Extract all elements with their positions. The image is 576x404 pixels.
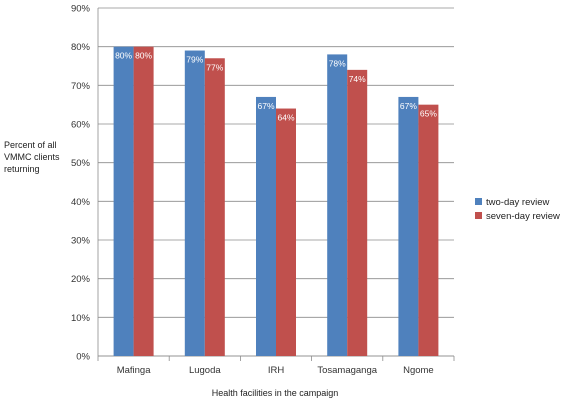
bar-value-label: 64% <box>277 113 294 123</box>
y-tick-label: 50% <box>71 158 91 169</box>
legend: two-day review seven-day review <box>475 197 560 222</box>
axes: 0% 10% 20% 30% 40% 50% 60% 70% 80% 90% Mafinga Lugo… <box>71 4 455 376</box>
y-axis-title-line-2: VMMC clients <box>4 152 60 162</box>
y-tick-label: 70% <box>71 81 91 92</box>
bar-seven-day <box>276 108 296 357</box>
bar-value-label: 80% <box>135 51 152 61</box>
y-tick-label: 90% <box>71 4 91 15</box>
x-tick-label: Lugoda <box>189 365 221 376</box>
y-tick-label: 30% <box>71 236 91 247</box>
bar-value-label: 65% <box>420 109 437 119</box>
y-tick-label: 60% <box>71 120 91 131</box>
x-axis-title: Health facilities in the campaign <box>212 388 339 398</box>
bar-value-label: 67% <box>257 101 274 111</box>
y-axis-title-line-1: Percent of all <box>4 140 57 150</box>
bar-value-label: 77% <box>206 62 223 72</box>
legend-swatch-two-day <box>475 198 482 205</box>
legend-swatch-seven-day <box>475 212 482 219</box>
bar-value-label: 79% <box>186 55 203 65</box>
bars <box>113 46 439 357</box>
bar-seven-day <box>133 46 154 357</box>
bar-seven-day <box>418 104 439 357</box>
y-tick-label: 10% <box>71 313 91 324</box>
bar-seven-day <box>204 58 225 357</box>
bar-two-day <box>113 46 134 357</box>
y-tick-label: 0% <box>76 352 90 363</box>
bar-two-day <box>256 96 276 356</box>
x-tick-label: Tosamaganga <box>317 365 377 376</box>
x-tick-label: IRH <box>268 365 285 376</box>
y-axis-title-line-3: returning <box>4 164 40 174</box>
bar-value-label: 67% <box>400 101 417 111</box>
x-tick-label: Ngome <box>403 365 434 376</box>
x-tick-label: Mafinga <box>117 365 152 376</box>
bar-two-day <box>398 96 419 356</box>
bar-two-day <box>327 54 348 357</box>
bar-value-label: 78% <box>329 58 346 68</box>
y-tick-label: 20% <box>71 274 91 285</box>
data-labels: 80% 80% 79%77%67%64%78%74%67%65% <box>115 51 437 123</box>
bar-value-label: 74% <box>349 74 366 84</box>
y-tick-label: 40% <box>71 197 91 208</box>
legend-label-seven-day: seven-day review <box>486 211 560 222</box>
y-tick-label: 80% <box>71 42 91 53</box>
bar-value-label: 80% <box>115 51 132 61</box>
bar-seven-day <box>347 69 368 356</box>
legend-label-two-day: two-day review <box>486 197 549 208</box>
bar-two-day <box>184 50 205 357</box>
